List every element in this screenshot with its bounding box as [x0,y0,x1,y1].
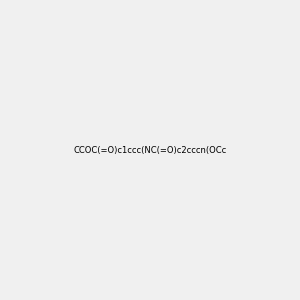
Text: CCOC(=O)c1ccc(NC(=O)c2cccn(OCc: CCOC(=O)c1ccc(NC(=O)c2cccn(OCc [74,146,226,154]
